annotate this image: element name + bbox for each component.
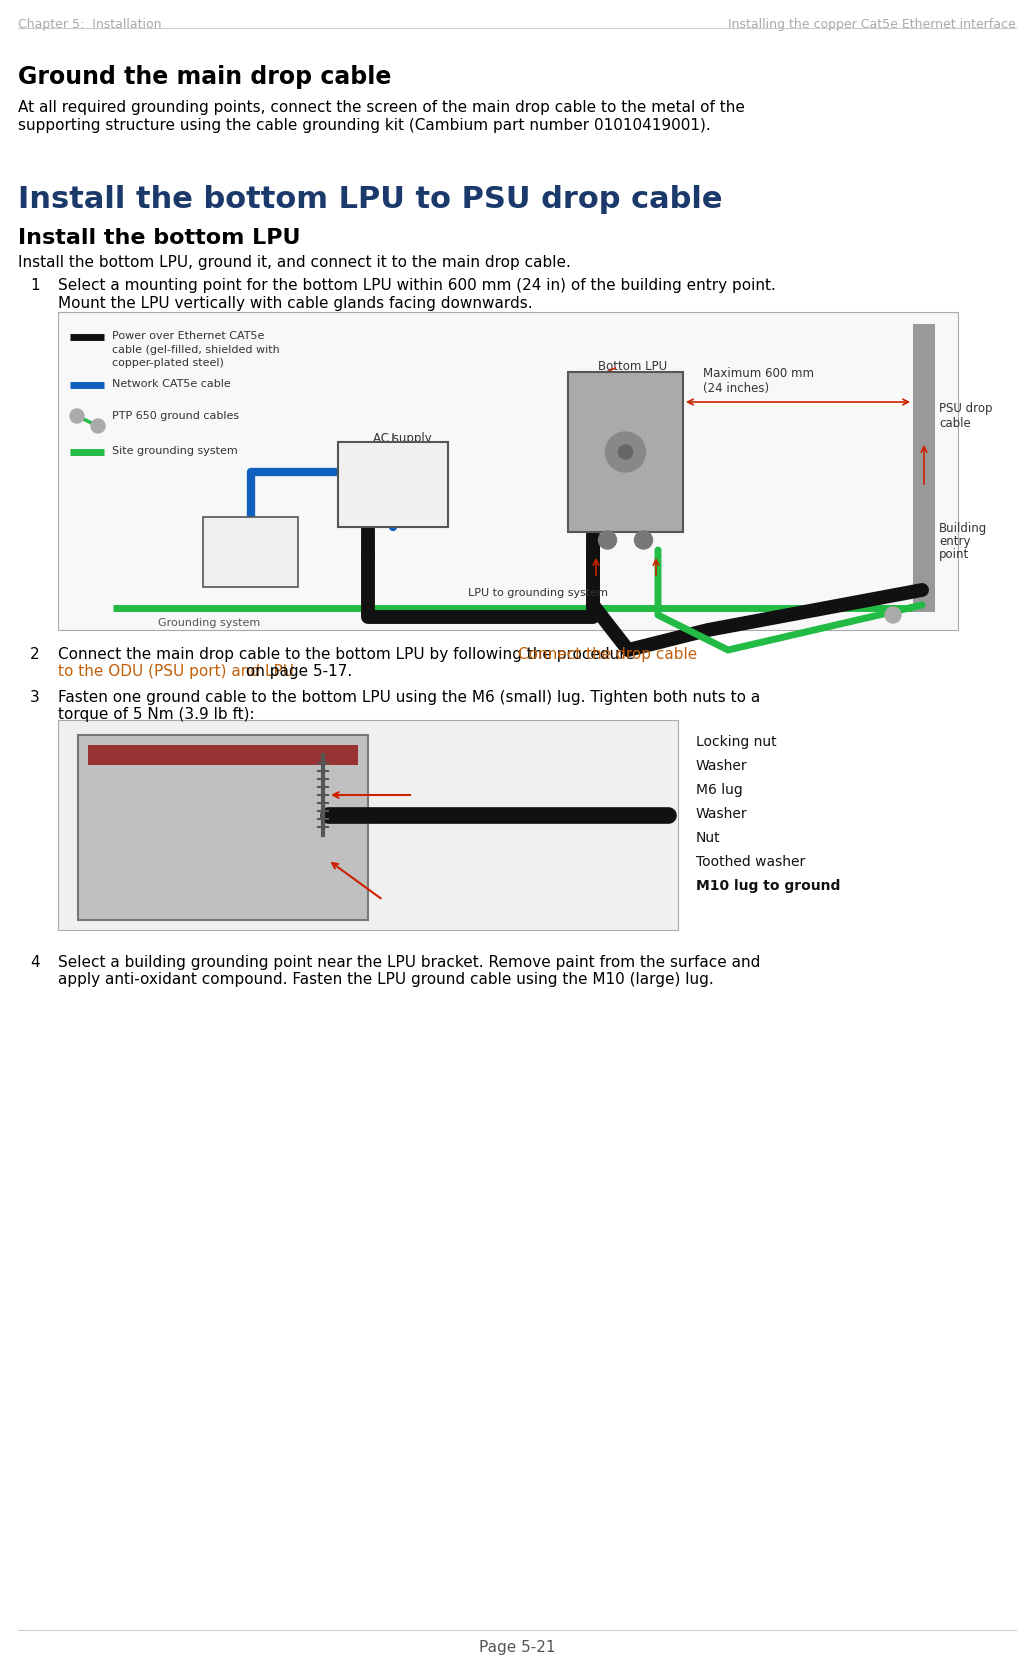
Text: Install the bottom LPU to PSU drop cable: Install the bottom LPU to PSU drop cable <box>18 186 723 214</box>
Bar <box>568 372 683 533</box>
Text: (24 inches): (24 inches) <box>703 382 769 395</box>
Text: point: point <box>939 547 969 561</box>
Text: PSU: PSU <box>377 478 408 493</box>
Text: 2: 2 <box>30 647 39 662</box>
Text: Ground the main drop cable: Ground the main drop cable <box>18 65 392 90</box>
Text: Network CAT5e cable: Network CAT5e cable <box>112 378 231 388</box>
Text: Toothed washer: Toothed washer <box>696 854 805 869</box>
Text: M6 lug: M6 lug <box>696 783 742 796</box>
Text: Washer: Washer <box>696 806 748 821</box>
Text: 1: 1 <box>30 279 39 294</box>
Text: copper-plated steel): copper-plated steel) <box>112 358 224 368</box>
Text: Washer: Washer <box>696 760 748 773</box>
Circle shape <box>70 410 84 423</box>
Text: Network: Network <box>227 531 274 541</box>
Bar <box>88 745 358 765</box>
Text: to the ODU (PSU port) and LPU: to the ODU (PSU port) and LPU <box>58 664 294 679</box>
Text: Fasten one ground cable to the bottom LPU using the M6 (small) lug. Tighten both: Fasten one ground cable to the bottom LP… <box>58 690 760 705</box>
Text: Building: Building <box>939 523 987 534</box>
Text: At all required grounding points, connect the screen of the main drop cable to t: At all required grounding points, connec… <box>18 100 744 114</box>
Bar <box>58 312 957 630</box>
Text: Select a building grounding point near the LPU bracket. Remove paint from the su: Select a building grounding point near t… <box>58 956 760 971</box>
Text: Connect the drop cable: Connect the drop cable <box>518 647 697 662</box>
Text: 3: 3 <box>30 690 39 705</box>
Text: LPU to grounding system: LPU to grounding system <box>468 587 608 597</box>
Text: Grounding system: Grounding system <box>158 619 261 629</box>
Text: Connect the main drop cable to the bottom LPU by following the procedure: Connect the main drop cable to the botto… <box>58 647 640 662</box>
Text: PTP 650 ground cables: PTP 650 ground cables <box>112 411 239 421</box>
Text: AC supply: AC supply <box>373 431 432 445</box>
Text: supporting structure using the cable grounding kit (Cambium part number 01010419: supporting structure using the cable gro… <box>18 118 710 133</box>
Bar <box>913 324 935 612</box>
Text: Site grounding system: Site grounding system <box>112 446 238 456</box>
Circle shape <box>599 531 616 549</box>
Bar <box>78 735 368 921</box>
Text: Install the bottom LPU, ground it, and connect it to the main drop cable.: Install the bottom LPU, ground it, and c… <box>18 255 571 270</box>
Text: Power over Ethernet CAT5e: Power over Ethernet CAT5e <box>112 332 265 342</box>
Text: Maximum 600 mm: Maximum 600 mm <box>703 367 814 380</box>
Text: Mount the LPU vertically with cable glands facing downwards.: Mount the LPU vertically with cable glan… <box>58 295 533 310</box>
Text: cable: cable <box>939 416 971 430</box>
Text: cable (gel-filled, shielded with: cable (gel-filled, shielded with <box>112 345 280 355</box>
Text: Locking nut: Locking nut <box>696 735 777 748</box>
Text: equipment: equipment <box>220 557 281 567</box>
Text: torque of 5 Nm (3.9 lb ft):: torque of 5 Nm (3.9 lb ft): <box>58 707 254 722</box>
Text: apply anti-oxidant compound. Fasten the LPU ground cable using the M10 (large) l: apply anti-oxidant compound. Fasten the … <box>58 972 713 987</box>
Circle shape <box>885 607 901 624</box>
Text: on page 5-17.: on page 5-17. <box>241 664 352 679</box>
Circle shape <box>618 445 633 460</box>
Text: Nut: Nut <box>696 831 721 844</box>
Circle shape <box>606 431 645 473</box>
Circle shape <box>91 420 105 433</box>
Text: PSU drop: PSU drop <box>939 401 993 415</box>
Text: Chapter 5:  Installation: Chapter 5: Installation <box>18 18 161 32</box>
Text: M10 lug to ground: M10 lug to ground <box>696 879 841 893</box>
Bar <box>203 518 298 587</box>
Text: terminating: terminating <box>218 544 283 554</box>
Text: 4: 4 <box>30 956 39 971</box>
Text: Bottom LPU: Bottom LPU <box>598 360 667 373</box>
Text: Select a mounting point for the bottom LPU within 600 mm (24 in) of the building: Select a mounting point for the bottom L… <box>58 279 776 294</box>
Text: Install the bottom LPU: Install the bottom LPU <box>18 227 301 247</box>
Text: Installing the copper Cat5e Ethernet interface: Installing the copper Cat5e Ethernet int… <box>728 18 1016 32</box>
Bar <box>58 720 678 931</box>
Circle shape <box>635 531 652 549</box>
Text: entry: entry <box>939 534 971 547</box>
Text: Page 5-21: Page 5-21 <box>479 1641 555 1656</box>
Bar <box>338 441 448 528</box>
